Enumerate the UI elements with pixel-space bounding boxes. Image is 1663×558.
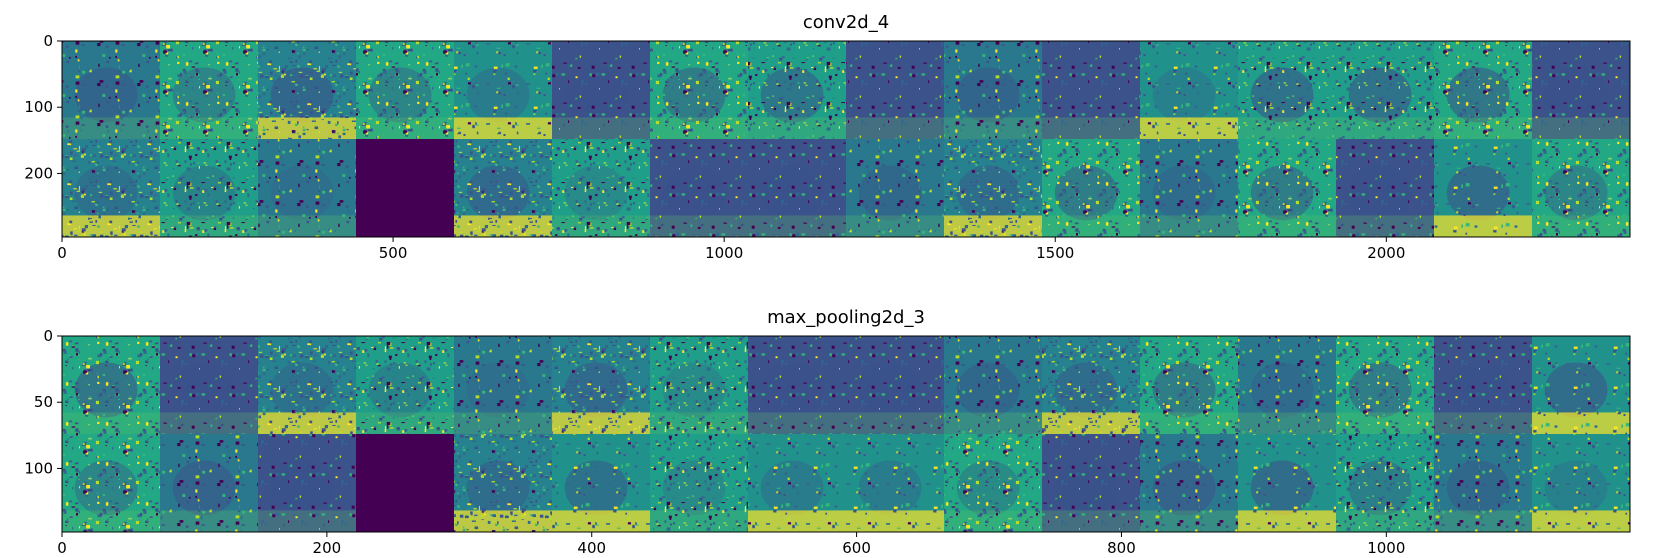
feature-map-tile: [454, 139, 552, 237]
feature-map-tile: [1336, 139, 1434, 237]
feature-map-tile: [1238, 434, 1336, 532]
feature-map-grid: [62, 336, 1630, 532]
plot-frame: [61, 335, 1631, 533]
feature-map-tile: [650, 139, 748, 237]
feature-map-tile: [1434, 139, 1532, 237]
feature-map-tile: [1140, 336, 1238, 434]
feature-map-tile: [454, 336, 552, 434]
feature-map-tile: [1336, 434, 1434, 532]
x-tick-label: 0: [57, 539, 67, 557]
feature-map-tile: [748, 336, 846, 434]
plot-frame: [61, 40, 1631, 238]
x-axis: 0 200 400 600 800 1000: [57, 532, 1405, 557]
feature-map-tile: [748, 139, 846, 237]
feature-map-tile: [356, 139, 454, 237]
feature-map-tile: [62, 139, 160, 237]
feature-map-tile: [1434, 336, 1532, 434]
feature-map-tile: [1140, 434, 1238, 532]
feature-map-tile: [552, 336, 650, 434]
feature-map-tile: [62, 336, 160, 434]
feature-map-tile: [846, 434, 944, 532]
feature-map-tile: [1042, 434, 1140, 532]
feature-map-tile: [1434, 41, 1532, 139]
feature-map-tile: [1532, 434, 1630, 532]
x-tick-label: 1000: [1367, 539, 1405, 557]
feature-map-tile: [650, 336, 748, 434]
y-axis: 0 50 100: [24, 327, 62, 477]
feature-map-tile: [944, 336, 1042, 434]
y-tick-label: 100: [24, 459, 53, 477]
feature-map-tile: [552, 41, 650, 139]
feature-map-tile: [1042, 41, 1140, 139]
x-tick-label: 1000: [705, 244, 743, 262]
feature-map-tile: [454, 434, 552, 532]
x-tick-label: 400: [577, 539, 606, 557]
feature-map-tile: [62, 41, 160, 139]
y-tick-label: 0: [43, 327, 53, 345]
feature-map-tile: [160, 336, 258, 434]
feature-map-tile: [62, 434, 160, 532]
feature-map-tile: [846, 139, 944, 237]
feature-map-tile: [160, 41, 258, 139]
feature-map-tile: [944, 139, 1042, 237]
chart-title: max_pooling2d_3: [767, 307, 925, 328]
feature-map-tile: [846, 336, 944, 434]
y-tick-label: 100: [24, 98, 53, 116]
feature-map-tile: [650, 434, 748, 532]
x-tick-label: 600: [842, 539, 871, 557]
feature-map-tile: [552, 139, 650, 237]
feature-map-tile: [1336, 41, 1434, 139]
feature-map-tile: [748, 41, 846, 139]
feature-map-tile: [356, 336, 454, 434]
y-tick-label: 200: [24, 164, 53, 182]
feature-map-tile: [1532, 41, 1630, 139]
feature-map-tile: [1434, 434, 1532, 532]
feature-map-tile: [1042, 336, 1140, 434]
feature-map-tile: [356, 41, 454, 139]
chart-title: conv2d_4: [803, 12, 889, 33]
feature-map-tile: [258, 41, 356, 139]
feature-map-tile: [160, 139, 258, 237]
y-axis: 0 100 200: [24, 32, 62, 182]
x-axis: 0 500 1000 1500 2000: [57, 237, 1405, 262]
conv2d-4-panel: conv2d_4 0 500 1000 1500 2000 0 100 200: [24, 12, 1631, 262]
feature-map-tile: [552, 434, 650, 532]
x-tick-label: 0: [57, 244, 67, 262]
y-tick-label: 50: [34, 393, 53, 411]
feature-map-tile: [356, 434, 454, 532]
feature-map-tile: [650, 41, 748, 139]
feature-map-tile: [1238, 41, 1336, 139]
feature-map-tile: [160, 434, 258, 532]
feature-map-tile: [1532, 139, 1630, 237]
feature-map-tile: [1238, 336, 1336, 434]
feature-map-tile: [1140, 139, 1238, 237]
feature-map-tile: [454, 41, 552, 139]
y-tick-label: 0: [43, 32, 53, 50]
x-tick-label: 500: [379, 244, 408, 262]
feature-map-tile: [846, 41, 944, 139]
x-tick-label: 1500: [1036, 244, 1074, 262]
feature-map-tile: [258, 336, 356, 434]
feature-map-tile: [1238, 139, 1336, 237]
x-tick-label: 800: [1107, 539, 1136, 557]
x-tick-label: 200: [313, 539, 342, 557]
x-tick-label: 2000: [1367, 244, 1405, 262]
feature-map-grid: [62, 41, 1630, 237]
feature-map-tile: [258, 139, 356, 237]
feature-map-tile: [1336, 336, 1434, 434]
feature-map-tile: [258, 434, 356, 532]
feature-map-tile: [1042, 139, 1140, 237]
feature-map-tile: [1532, 336, 1630, 434]
feature-map-tile: [944, 41, 1042, 139]
feature-map-tile: [1140, 41, 1238, 139]
feature-map-tile: [748, 434, 846, 532]
max-pooling2d-3-panel: max_pooling2d_3 0 200 400 600 800 1000 0 50 100: [24, 307, 1631, 557]
feature-map-tile: [944, 434, 1042, 532]
